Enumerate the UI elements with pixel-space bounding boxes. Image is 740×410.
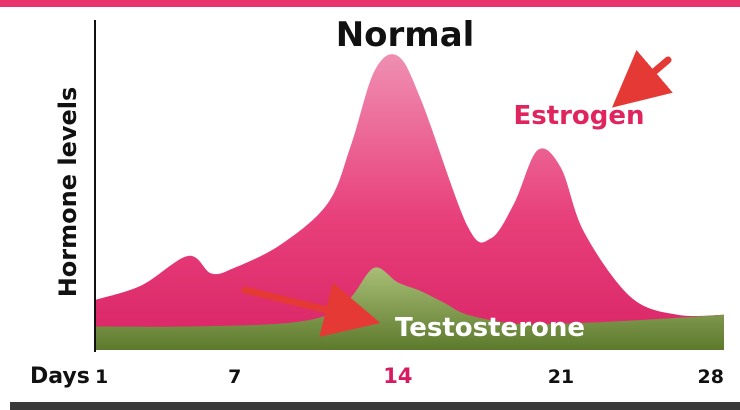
series-label-estrogen: Estrogen <box>513 101 644 131</box>
x-axis-title: Days <box>30 364 90 389</box>
testosterone-area <box>95 267 724 350</box>
estrogen-area <box>95 54 724 350</box>
x-tick-label: 1 <box>95 366 108 388</box>
chart-title: Normal <box>336 15 475 55</box>
top-accent-bar <box>0 0 740 7</box>
x-tick-label: 28 <box>698 366 724 388</box>
x-tick-label: 7 <box>228 366 241 388</box>
testosterone-arrow-icon <box>241 282 381 337</box>
x-tick-label: 21 <box>548 366 574 388</box>
series-label-testosterone: Testosterone <box>395 313 585 343</box>
x-tick-label: 14 <box>383 364 412 388</box>
bottom-shadow-bar <box>10 402 740 410</box>
y-axis-title: Hormone levels <box>54 87 82 298</box>
estrogen-arrow-icon <box>611 49 673 108</box>
